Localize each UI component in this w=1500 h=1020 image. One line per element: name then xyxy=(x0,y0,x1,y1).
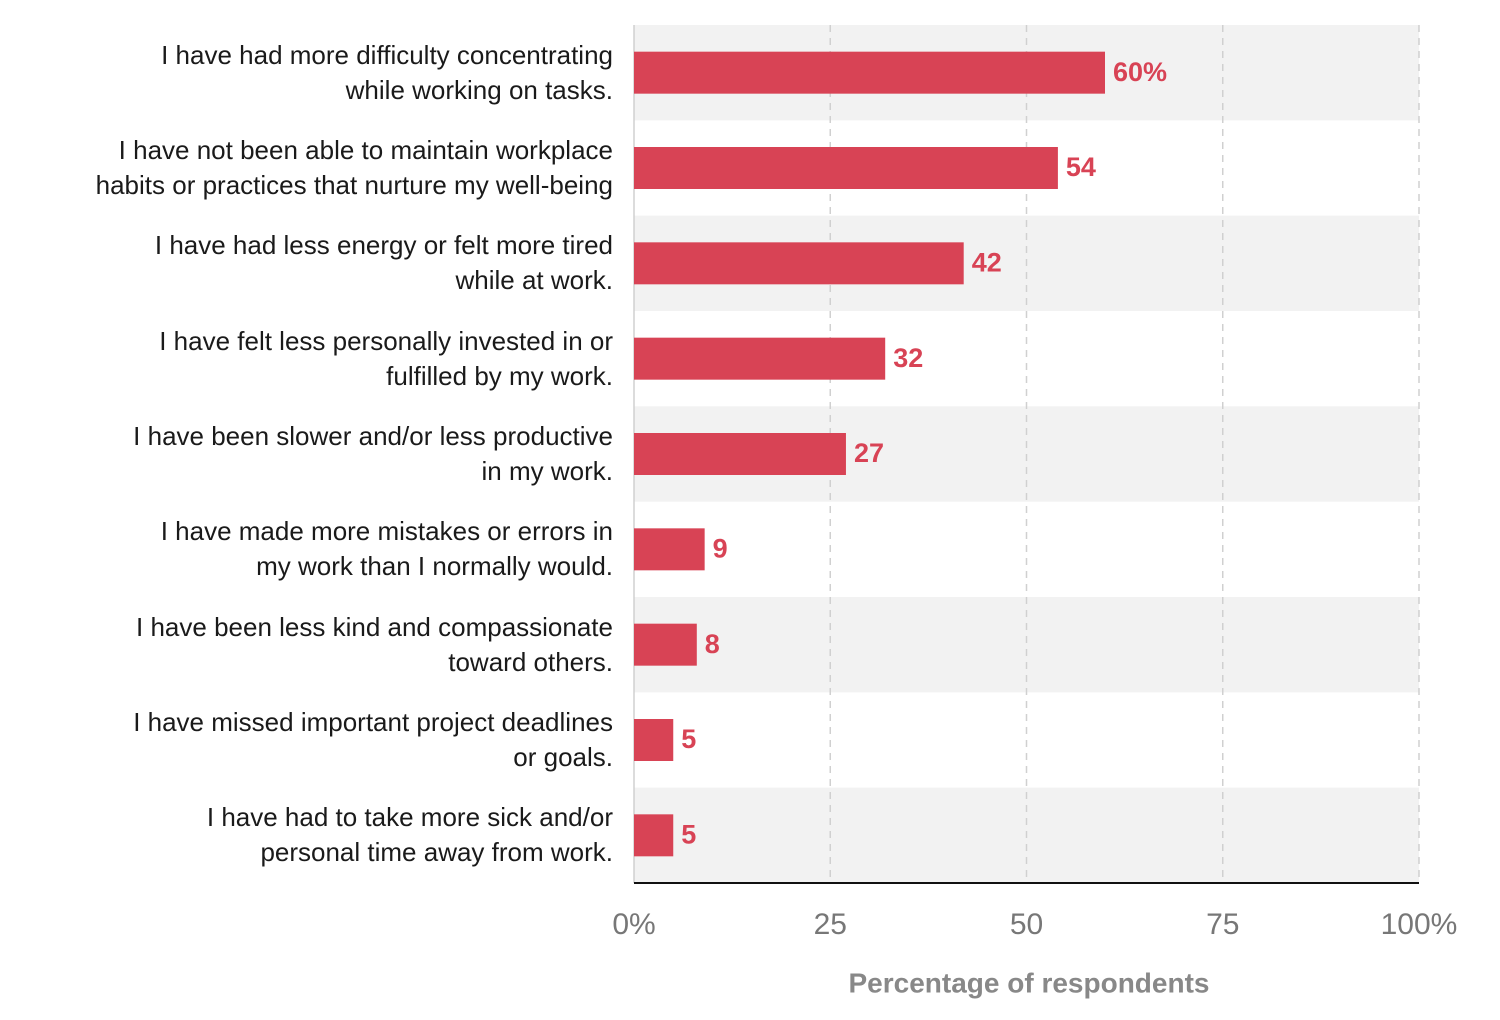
value-label: 5 xyxy=(681,724,696,754)
category-label: I have been slower and/or less productiv… xyxy=(133,421,613,486)
category-label: I have felt less personally invested in … xyxy=(159,325,613,391)
value-label: 32 xyxy=(893,343,923,373)
x-tick-label: 25 xyxy=(814,908,847,941)
category-label: I have not been able to maintain workpla… xyxy=(95,135,613,200)
bar xyxy=(634,337,886,380)
category-label: I have had more difficulty concentrating… xyxy=(161,39,613,105)
bar xyxy=(634,719,674,761)
bar xyxy=(634,51,1105,94)
bar xyxy=(634,433,846,475)
bar xyxy=(634,528,705,571)
value-label: 54 xyxy=(1066,152,1096,182)
category-label: I have had to take more sick and/or pers… xyxy=(206,802,613,868)
bar xyxy=(634,147,1058,189)
category-label: I have been less kind and compassionate … xyxy=(136,611,613,677)
value-label: 42 xyxy=(972,247,1002,277)
bar xyxy=(634,623,697,666)
category-label: I have missed important project deadline… xyxy=(133,707,613,772)
value-label: 9 xyxy=(713,533,728,563)
x-tick-label: 50 xyxy=(1010,908,1043,941)
x-tick-label: 100% xyxy=(1381,908,1458,941)
category-label: I have had less energy or felt more tire… xyxy=(154,230,613,296)
x-tick-label: 75 xyxy=(1206,908,1239,941)
bar xyxy=(634,814,674,857)
x-axis-title: Percentage of respondents xyxy=(849,967,1210,998)
value-label: 5 xyxy=(681,819,696,849)
bar xyxy=(634,242,964,285)
x-tick-label: 0% xyxy=(612,908,655,941)
value-label: 27 xyxy=(854,438,884,468)
value-label: 8 xyxy=(705,629,720,659)
value-label: 60% xyxy=(1113,57,1167,87)
category-label: I have made more mistakes or errors in m… xyxy=(160,516,613,582)
